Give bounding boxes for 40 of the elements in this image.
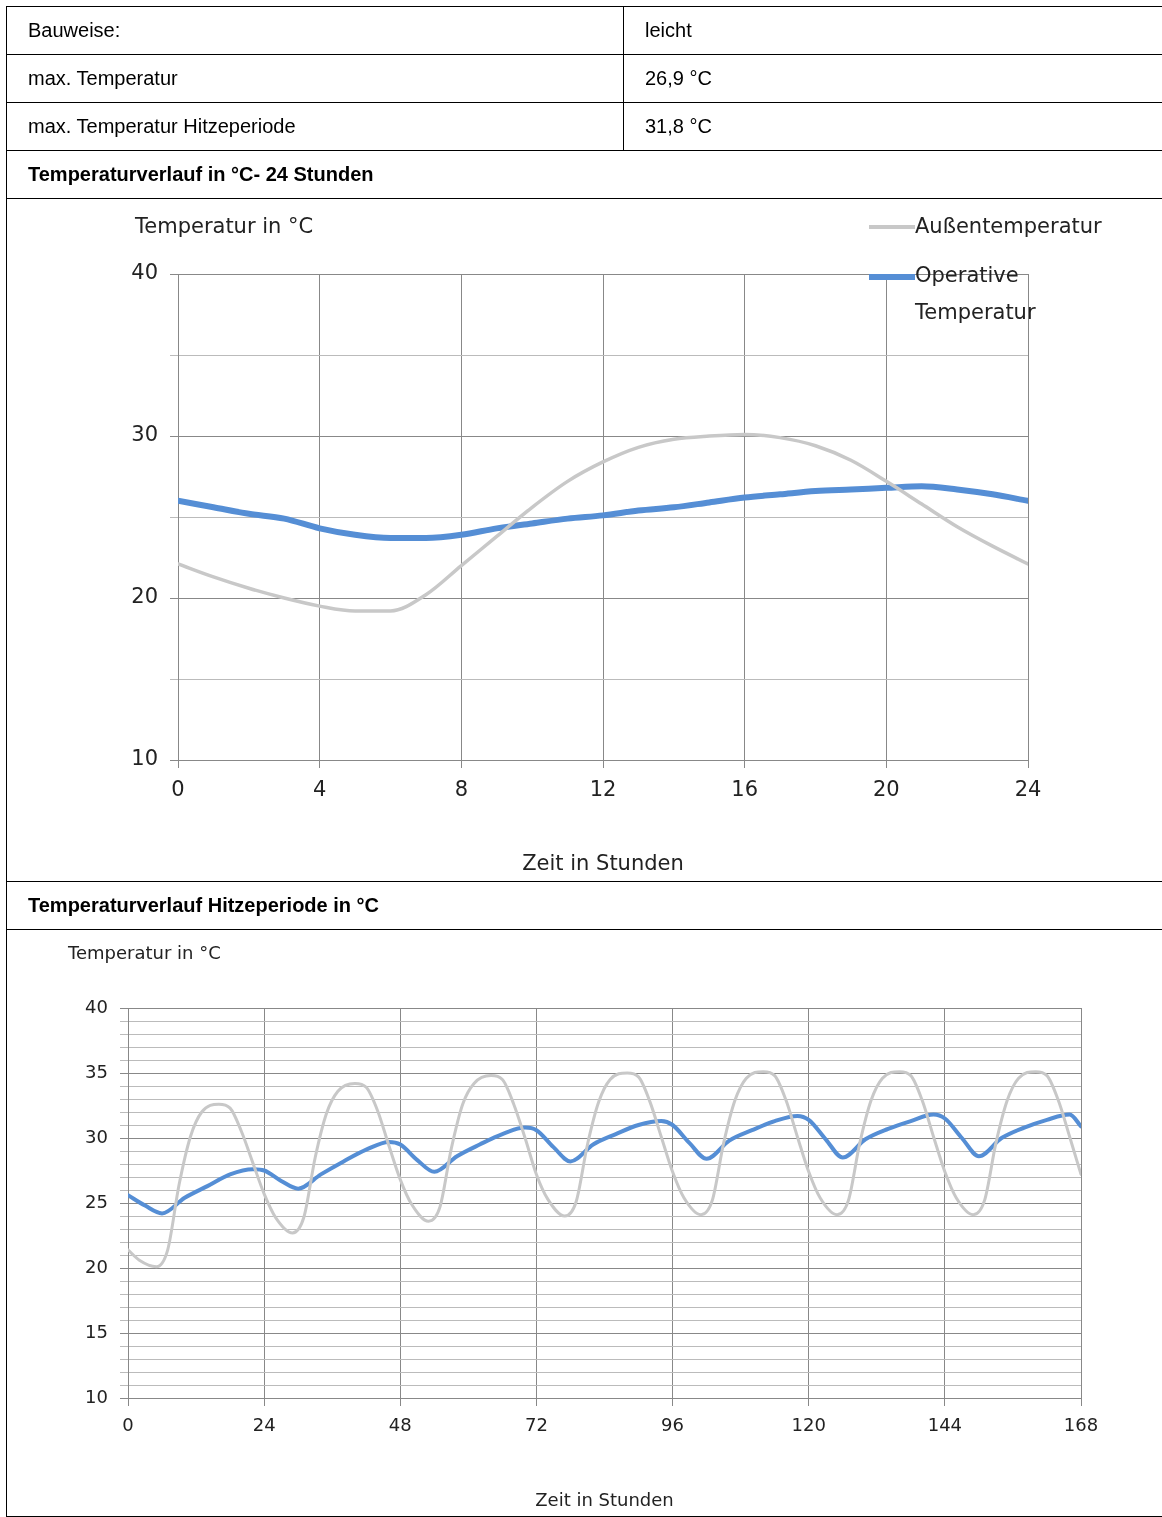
chart-title: Temperaturverlauf Hitzeperiode in °C	[7, 882, 1162, 930]
x-tick-label: 8	[454, 777, 469, 802]
text: 31,8 °C	[644, 114, 712, 139]
y-tick-label: 25	[85, 1190, 108, 1212]
text: Bauweise:	[7, 7, 624, 54]
x-tick-label: 12	[589, 777, 617, 802]
y-tick-label: 35	[85, 1060, 108, 1082]
chart-title: Temperaturverlauf in °C- 24 Stunden	[7, 151, 1162, 199]
y-tick-label: 10	[85, 1385, 108, 1407]
legend-label: Außentemperatur	[915, 213, 1102, 240]
x-tick-label: 0	[171, 777, 185, 802]
y-tick-label: 40	[85, 995, 108, 1017]
y-tick-label: 15	[85, 1320, 108, 1342]
x-tick-label: 120	[791, 1414, 826, 1436]
y-tick-label: 40	[131, 260, 158, 285]
x-tick-label: 0	[122, 1414, 134, 1436]
y-axis-title: Temperatur in °C	[67, 942, 221, 963]
x-tick-label: 96	[661, 1414, 685, 1436]
x-tick-label: 24	[252, 1414, 276, 1436]
x-tick-label: 144	[927, 1414, 963, 1436]
y-tick-label: 30	[131, 422, 158, 447]
text: max. Temperatur	[7, 55, 624, 102]
y-tick-label: 10	[131, 746, 158, 771]
x-tick-label: 24	[1014, 777, 1042, 802]
x-tick-label: 4	[312, 777, 327, 802]
y-tick-label: 20	[85, 1255, 108, 1277]
x-tick-label: 48	[388, 1414, 412, 1436]
x-axis-title: Zeit in Stunden	[522, 850, 684, 875]
x-axis-title: Zeit in Stunden	[535, 1488, 674, 1510]
text: 26,9 °C	[644, 66, 712, 91]
x-tick-label: 20	[872, 777, 900, 802]
x-tick-label: 16	[731, 777, 759, 802]
text: max. Temperatur Hitzeperiode	[7, 103, 624, 150]
y-tick-label: 30	[85, 1125, 108, 1147]
y-axis-title: Temperatur in °C	[134, 214, 314, 238]
legend-label: Operative Temperatur	[915, 262, 1037, 326]
text: leicht	[644, 18, 692, 43]
x-tick-label: 168	[1063, 1414, 1099, 1436]
y-tick-label: 20	[131, 584, 158, 609]
x-tick-label: 72	[524, 1414, 548, 1436]
